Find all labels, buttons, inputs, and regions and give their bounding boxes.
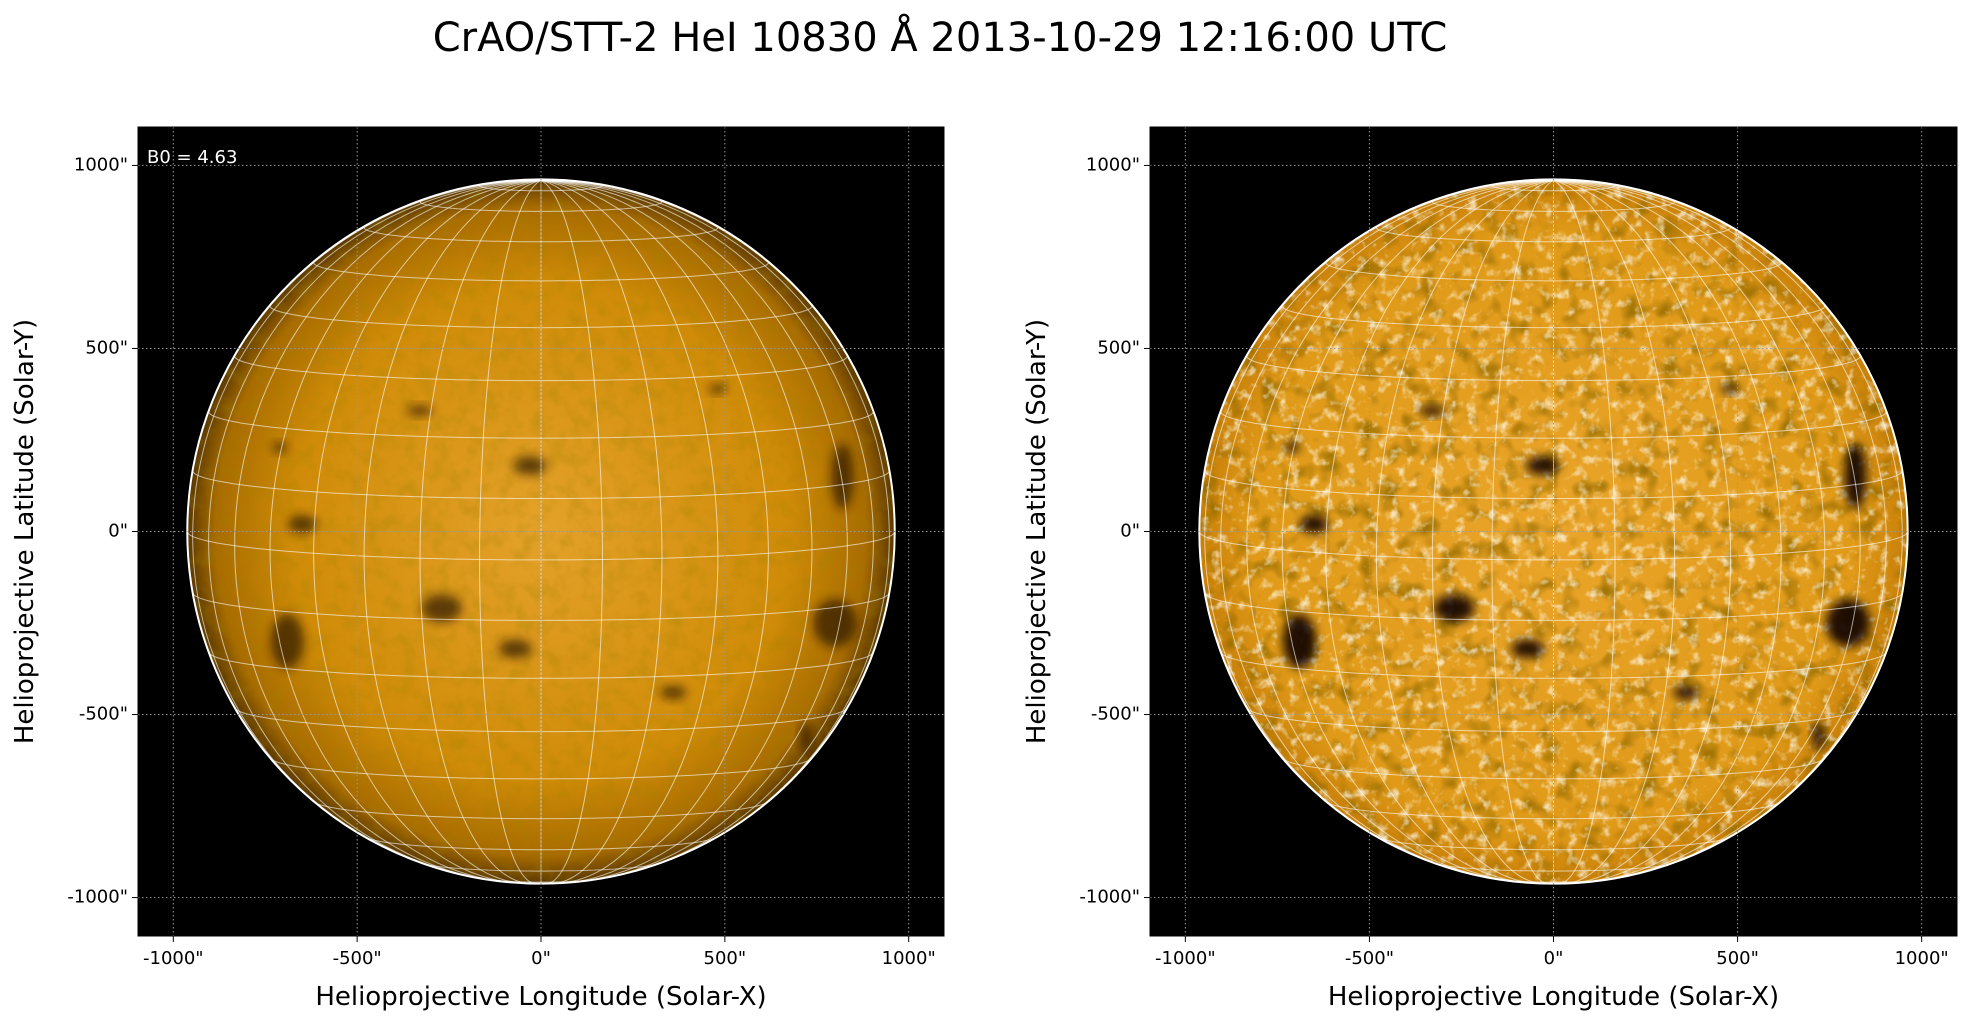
filament [831,443,854,510]
filament [1825,599,1871,647]
heliographic-grid [234,180,542,881]
filament [1433,594,1475,623]
heliographic-grid [1281,180,1554,883]
heliographic-grid [269,180,542,883]
heliographic-grid [540,180,769,883]
y-tick-label: -500" [1091,704,1140,725]
panel: -1000" -500" 0" 500" 1000" -1000" -500" 0" 500" 1… [10,126,945,1012]
filament [498,639,532,658]
axes-frame [137,126,945,937]
heliographic-grid [1325,180,1554,883]
y-tick-label: -1000" [67,887,128,908]
y-tick-label: 0" [1120,521,1140,542]
filament [1511,639,1545,658]
heliographic-grid [192,180,542,850]
heliographic-grid [479,180,542,884]
x-tick-label: -1000" [1155,948,1216,969]
y-tick-label: 500" [85,337,128,358]
x-tick-label: 500" [704,948,747,969]
filament [270,613,304,669]
heliographic-grid [1491,180,1554,884]
figure-title: CrAO/STT-2 HeI 10830 Å 2013-10-29 12:16:… [433,13,1448,61]
x-tick-label: 1000" [882,948,936,969]
heliographic-grid [540,180,719,884]
filament [708,384,727,394]
heliographic-grid [1220,180,1554,875]
annotation: B0 = 4.63 [147,147,237,168]
heliographic-grid [313,180,542,883]
y-tick-label: 1000" [1086,154,1140,175]
x-tick-label: -1000" [143,948,204,969]
axes-frame [1149,126,1958,937]
x-tick-label: -500" [333,948,382,969]
filament [406,405,433,416]
heliographic-grid [540,180,603,884]
filament [1673,685,1699,700]
x-tick-label: 500" [1716,948,1759,969]
x-tick-label: -500" [1345,948,1394,969]
x-tick-label: 0" [531,948,551,969]
y-axis-label: Helioprojective Latitude (Solar-Y) [10,319,40,744]
filament [1284,442,1300,453]
heliographic-grid [1553,180,1903,850]
filament [1721,384,1740,394]
filament [1813,721,1825,752]
filament [1300,515,1329,534]
filament [1282,613,1317,669]
x-axis-label: Helioprojective Longitude (Solar-X) [1328,982,1779,1012]
x-tick-label: 0" [1544,948,1564,969]
heliographic-grid [1553,180,1861,881]
heliographic-grid [1553,180,1887,875]
panel: -1000" -500" 0" 500" 1000" -1000" -500" 0" 500" 1… [1022,126,1958,1012]
filament [1844,443,1867,510]
y-tick-label: 0" [108,521,128,542]
y-tick-label: 500" [1097,337,1140,358]
heliographic-grid [1375,180,1554,884]
y-tick-label: -500" [79,704,128,725]
y-axis-label: Helioprojective Latitude (Solar-Y) [1022,319,1052,744]
heliographic-grid [363,180,542,884]
heliographic-grid [1553,180,1732,884]
y-tick-label: -1000" [1079,887,1140,908]
filament [272,442,288,453]
heliographic-grid [1246,180,1554,881]
heliographic-grid [1553,180,1826,883]
y-tick-label: 1000" [74,154,128,175]
filament [660,685,687,700]
filament [421,594,462,623]
heliographic-grid [540,180,813,883]
x-tick-label: 1000" [1895,948,1949,969]
heliographic-grid [540,180,663,884]
heliographic-grid [540,180,848,881]
heliographic-grid [1553,180,1676,884]
heliographic-grid [208,180,542,875]
filament [513,456,547,475]
heliographic-grid [540,180,890,850]
heliographic-grid [419,180,542,884]
filament [813,599,858,647]
filament [1525,456,1560,475]
heliographic-grid [1553,180,1782,883]
heliographic-grid [1204,180,1554,850]
filament [800,721,812,752]
x-axis-label: Helioprojective Longitude (Solar-X) [315,982,766,1012]
heliographic-grid [540,180,874,875]
heliographic-grid [1553,180,1616,884]
heliographic-grid [1431,180,1554,884]
filament [1419,405,1445,416]
filament [288,515,316,534]
